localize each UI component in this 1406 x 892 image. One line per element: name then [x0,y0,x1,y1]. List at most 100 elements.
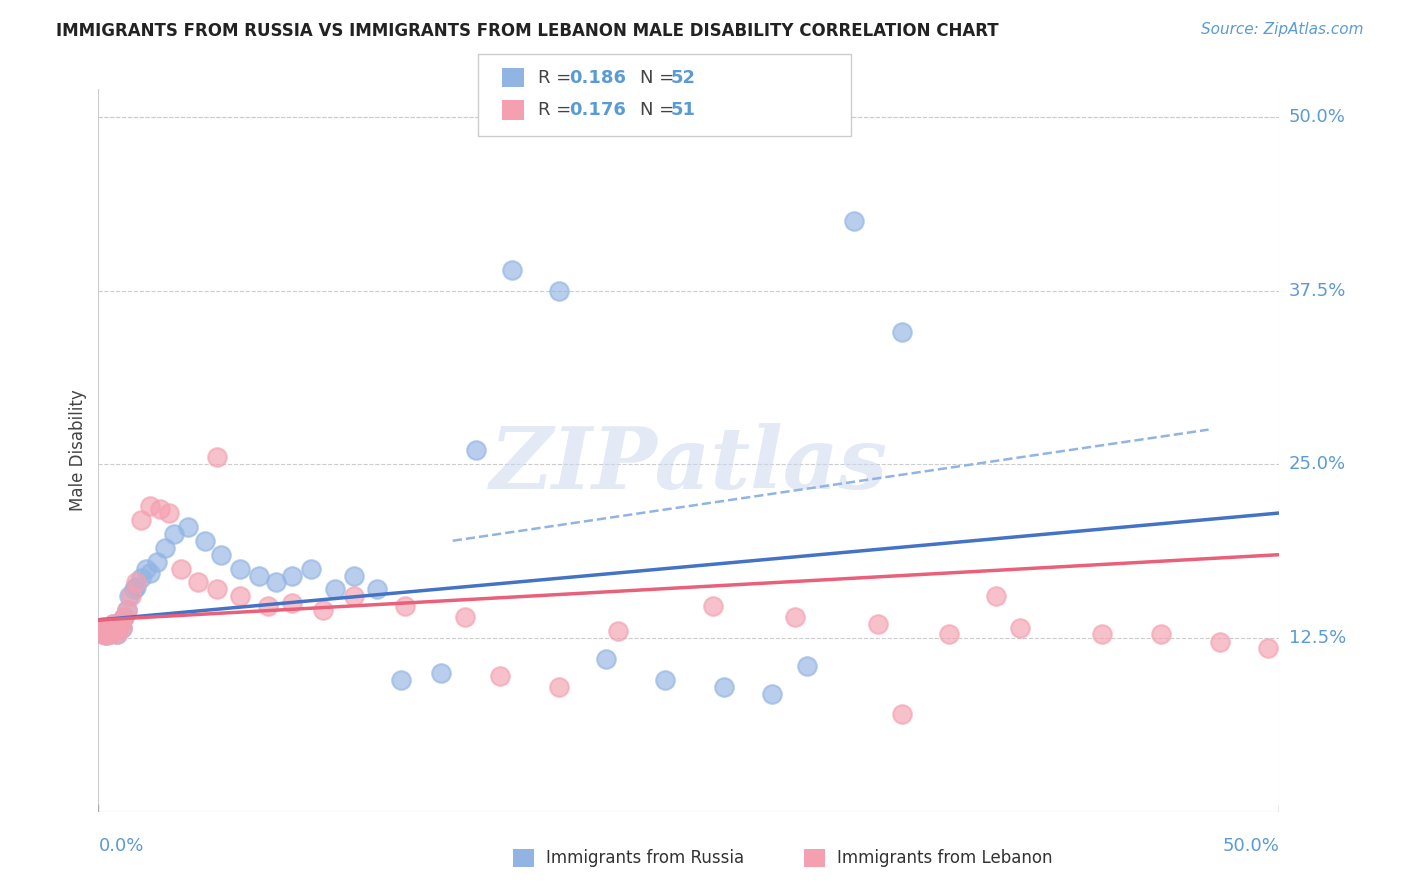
Point [112,610,135,624]
Text: 25.0%: 25.0% [1289,455,1346,474]
Point [108,617,131,632]
Point [101,617,124,632]
Point [94,628,117,642]
Point [153,541,176,555]
Point [129,571,152,585]
Point [323,582,346,597]
Point [209,548,232,562]
Point [205,450,228,465]
Point [97,623,120,637]
Text: 12.5%: 12.5% [1289,629,1346,647]
Point [98,627,121,641]
Point [94,621,117,635]
Point [984,590,1007,604]
Point [146,555,169,569]
Point [101,621,124,635]
Point [430,665,453,680]
Point [129,513,152,527]
Point [170,561,193,575]
Point [342,590,364,604]
Point [548,680,571,694]
Point [465,443,488,458]
Text: Immigrants from Lebanon: Immigrants from Lebanon [837,849,1052,867]
Point [149,501,172,516]
Text: Immigrants from Russia: Immigrants from Russia [546,849,744,867]
Point [94,621,117,635]
Point [97,625,120,640]
Point [111,621,134,635]
Point [607,624,630,639]
Point [125,580,148,594]
Point [91,620,114,634]
Point [938,627,960,641]
Point [104,624,127,639]
Point [702,599,724,613]
Text: IMMIGRANTS FROM RUSSIA VS IMMIGRANTS FROM LEBANON MALE DISABILITY CORRELATION CH: IMMIGRANTS FROM RUSSIA VS IMMIGRANTS FRO… [56,22,998,40]
Point [1257,640,1279,655]
Point [139,566,162,580]
Point [548,284,571,298]
Text: N =: N = [640,69,679,87]
Point [90,624,112,639]
Point [1209,635,1232,649]
Point [98,624,121,639]
Point [97,623,120,637]
Point [844,214,866,228]
Point [866,617,889,632]
Text: R =: R = [538,101,578,119]
Text: 0.0%: 0.0% [98,837,143,855]
Point [501,262,523,277]
Point [890,326,912,340]
Point [785,610,807,624]
Point [101,617,124,632]
Point [1091,627,1114,641]
Point [108,617,131,632]
Text: 37.5%: 37.5% [1289,282,1347,300]
Point [105,621,128,635]
Text: R =: R = [538,69,578,87]
Point [111,613,134,627]
Text: 51: 51 [671,101,696,119]
Point [115,603,138,617]
Text: ZIPatlas: ZIPatlas [489,423,889,507]
Point [205,582,228,597]
Point [101,621,124,635]
Point [91,627,114,641]
Text: 50.0%: 50.0% [1223,837,1279,855]
Point [1150,627,1173,641]
Point [112,610,135,624]
Point [94,628,117,642]
Text: N =: N = [640,101,679,119]
Point [111,621,134,635]
Point [139,499,162,513]
Text: 50.0%: 50.0% [1289,108,1346,126]
Text: Source: ZipAtlas.com: Source: ZipAtlas.com [1201,22,1364,37]
Point [91,620,114,634]
Point [264,575,287,590]
Point [104,620,127,634]
Point [229,590,252,604]
Point [366,582,388,597]
Text: 0.176: 0.176 [569,101,626,119]
Point [796,658,818,673]
Point [389,673,412,687]
Point [1008,621,1031,635]
Point [312,603,335,617]
Point [105,627,128,641]
Point [90,624,112,639]
Point [194,533,217,548]
Point [342,568,364,582]
Point [489,668,512,682]
Point [713,680,735,694]
Point [654,673,676,687]
Point [105,621,128,635]
Point [394,599,416,613]
Point [135,561,157,575]
Point [890,707,912,722]
Point [281,568,304,582]
Point [115,603,138,617]
Point [105,627,128,641]
Point [104,624,127,639]
Point [98,624,121,639]
Text: 52: 52 [671,69,696,87]
